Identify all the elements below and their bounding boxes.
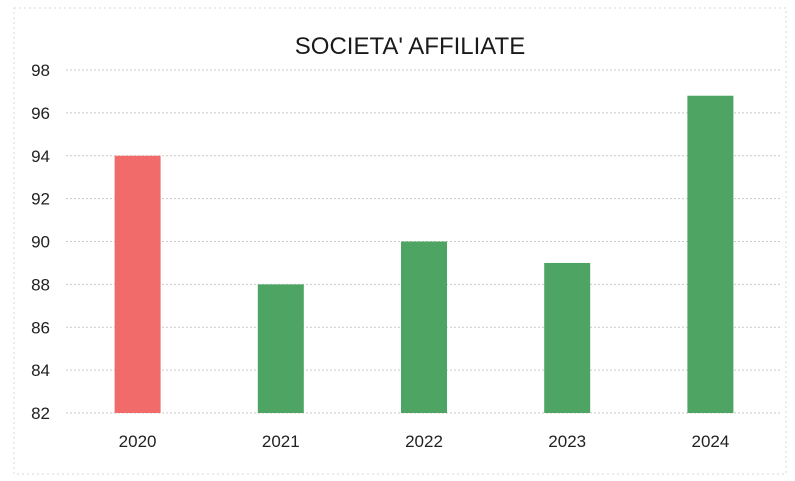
x-tick-label: 2020 [119, 432, 157, 451]
bars [114, 95, 734, 413]
bar-2024 [687, 95, 734, 413]
y-tick-label: 82 [31, 404, 50, 423]
chart-frame [13, 7, 787, 475]
y-tick-label: 88 [31, 275, 50, 294]
bar-2021 [257, 284, 304, 413]
y-tick-label: 92 [31, 190, 50, 209]
chart-title: SOCIETA' AFFILIATE [295, 33, 525, 60]
y-tick-label: 90 [31, 233, 50, 252]
x-tick-label: 2024 [691, 432, 729, 451]
bar-2022 [401, 241, 447, 413]
y-tick-label: 98 [31, 61, 50, 80]
x-axis-ticks: 2020 2021 2022 2023 2024 [119, 432, 730, 451]
x-tick-label: 2022 [405, 432, 443, 451]
y-tick-label: 84 [31, 361, 50, 380]
bar-2020 [114, 155, 161, 413]
x-tick-label: 2021 [262, 432, 300, 451]
y-tick-label: 94 [31, 147, 50, 166]
x-tick-label: 2023 [548, 432, 586, 451]
y-tick-label: 96 [31, 104, 50, 123]
y-tick-label: 86 [31, 318, 50, 337]
bar-2023 [544, 262, 591, 413]
y-axis-ticks: 82 84 86 88 90 92 94 96 98 [31, 61, 50, 423]
